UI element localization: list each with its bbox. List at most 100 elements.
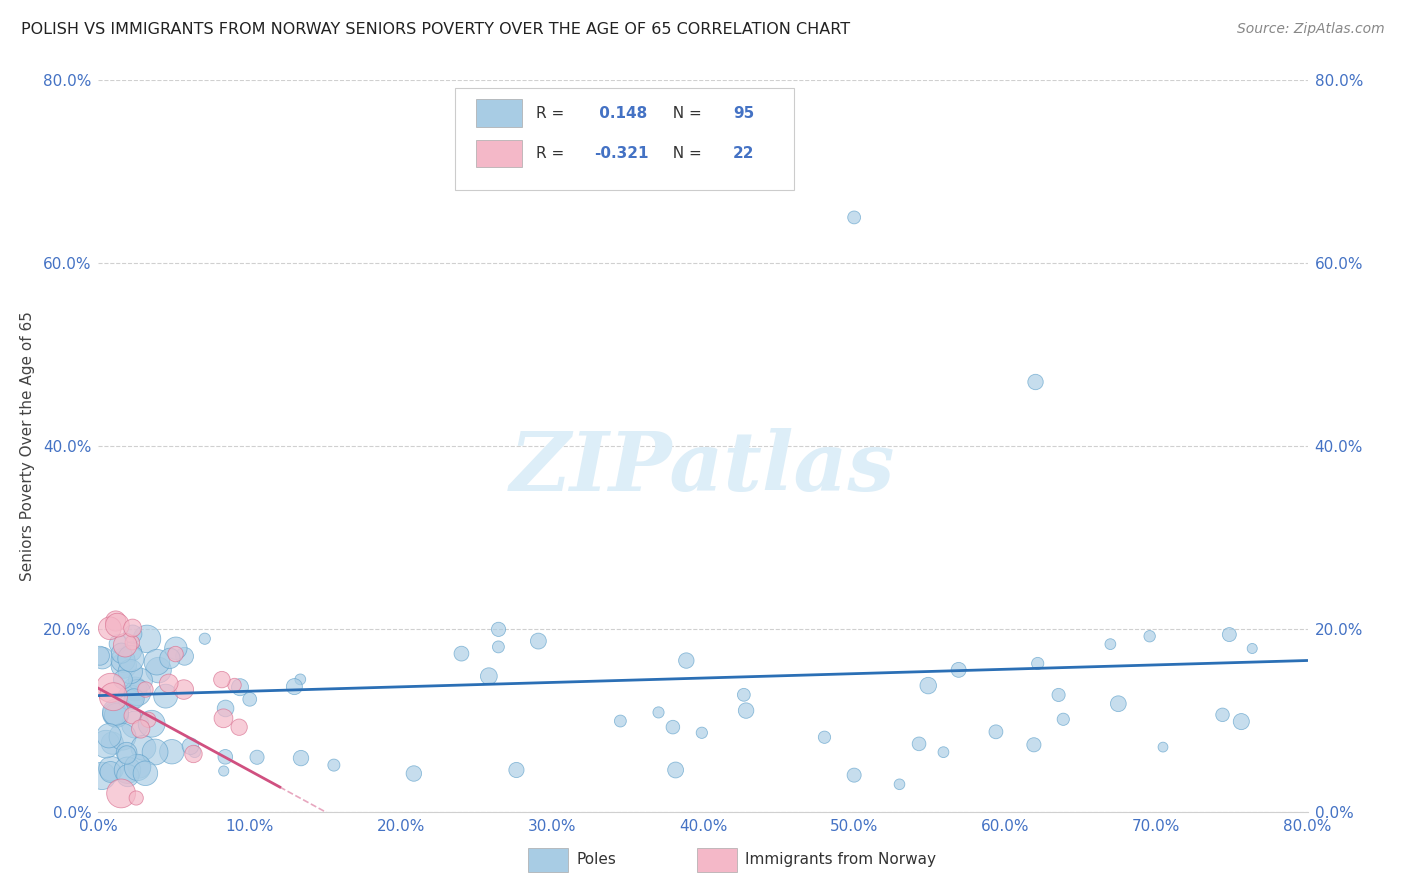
FancyBboxPatch shape — [475, 99, 522, 127]
Point — [121, 621, 143, 635]
Point — [844, 211, 866, 225]
Point — [229, 680, 252, 694]
Point — [120, 690, 142, 705]
Point — [132, 740, 155, 755]
Text: Immigrants from Norway: Immigrants from Norway — [745, 852, 936, 867]
Text: N =: N = — [664, 105, 707, 120]
Point — [486, 640, 509, 654]
Point — [103, 690, 125, 704]
Point — [1107, 697, 1129, 711]
Point — [214, 701, 236, 715]
Point — [1218, 627, 1240, 641]
FancyBboxPatch shape — [697, 848, 737, 872]
Point — [121, 644, 143, 658]
Point — [609, 714, 631, 728]
Point — [157, 676, 180, 690]
Point — [104, 614, 127, 628]
Point — [239, 692, 262, 706]
Point — [111, 673, 134, 687]
Point — [1152, 740, 1174, 755]
Point — [94, 737, 117, 751]
Point — [173, 682, 195, 697]
Point — [290, 673, 312, 687]
Point — [91, 769, 114, 783]
Point — [143, 745, 166, 759]
Point — [114, 638, 136, 652]
Point — [120, 651, 142, 665]
Point — [136, 713, 159, 727]
Text: 0.148: 0.148 — [595, 105, 647, 120]
Point — [665, 763, 688, 777]
Point — [505, 763, 527, 777]
Point — [690, 725, 713, 739]
Point — [1024, 375, 1046, 389]
Text: Poles: Poles — [576, 852, 616, 867]
Point — [194, 632, 217, 646]
Point — [662, 720, 685, 734]
Point — [89, 648, 111, 663]
Point — [908, 737, 931, 751]
Point — [100, 681, 122, 695]
Point — [141, 716, 163, 731]
Point — [134, 766, 156, 780]
Point — [948, 663, 970, 677]
Point — [115, 746, 138, 760]
Point — [104, 706, 127, 720]
Point — [733, 688, 755, 702]
Point — [104, 707, 127, 722]
Point — [165, 647, 187, 661]
Point — [121, 708, 143, 723]
Point — [844, 768, 866, 782]
Point — [100, 762, 122, 776]
Point — [813, 731, 835, 745]
Point — [290, 751, 312, 765]
Point — [97, 729, 120, 743]
Point — [117, 763, 139, 777]
Point — [112, 653, 135, 667]
Point — [1052, 712, 1074, 726]
Point — [450, 647, 472, 661]
Point — [101, 736, 124, 750]
Point — [183, 747, 205, 761]
Point — [129, 722, 152, 736]
Point — [402, 766, 425, 780]
FancyBboxPatch shape — [456, 87, 793, 190]
Point — [478, 669, 501, 683]
Point — [1026, 657, 1049, 671]
Point — [1241, 641, 1264, 656]
Point — [322, 758, 344, 772]
Point — [1212, 707, 1234, 722]
Text: R =: R = — [536, 105, 569, 120]
Point — [179, 739, 201, 754]
Point — [91, 651, 114, 665]
Text: ZIPatlas: ZIPatlas — [510, 428, 896, 508]
Point — [127, 760, 149, 774]
Point — [488, 623, 510, 637]
Point — [228, 720, 250, 734]
Point — [246, 750, 269, 764]
Point — [1230, 714, 1253, 729]
FancyBboxPatch shape — [527, 848, 568, 872]
Text: -0.321: -0.321 — [595, 146, 648, 161]
Point — [120, 665, 142, 679]
Point — [165, 641, 187, 656]
Point — [527, 634, 550, 648]
Point — [1047, 688, 1070, 702]
Point — [212, 764, 235, 778]
Point — [117, 768, 139, 782]
Point — [128, 759, 150, 773]
Point — [115, 747, 138, 762]
Point — [124, 681, 146, 696]
Point — [111, 730, 134, 744]
Point — [159, 651, 181, 665]
Point — [146, 655, 169, 669]
Point — [1139, 629, 1161, 643]
Point — [105, 708, 128, 723]
Text: N =: N = — [664, 146, 707, 161]
Point — [110, 646, 132, 660]
Point — [212, 711, 235, 725]
Point — [122, 691, 145, 706]
Text: Source: ZipAtlas.com: Source: ZipAtlas.com — [1237, 22, 1385, 37]
Text: R =: R = — [536, 146, 569, 161]
Point — [129, 673, 152, 688]
